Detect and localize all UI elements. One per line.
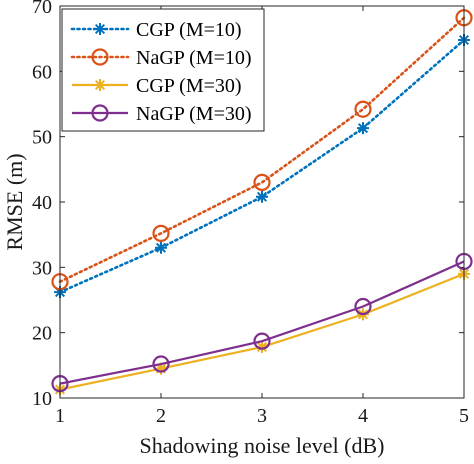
y-tick-label: 50 xyxy=(32,127,52,149)
series-line xyxy=(58,38,466,294)
x-tick-label: 2 xyxy=(156,405,166,427)
y-axis-label: RMSE (m) xyxy=(2,153,27,250)
legend-marker xyxy=(91,48,109,66)
y-tick-label: 20 xyxy=(32,323,52,345)
legend-marker xyxy=(94,23,106,35)
y-tick-label: 10 xyxy=(32,388,52,410)
x-tick-label: 5 xyxy=(459,405,469,427)
series-line xyxy=(58,16,466,284)
x-tick-label: 1 xyxy=(55,405,65,427)
plot-frame xyxy=(59,5,465,399)
legend-marker xyxy=(94,79,106,91)
legend-item: CGP (M=30) xyxy=(72,75,242,97)
legend-item: NaGP (M=10) xyxy=(70,47,252,69)
data-point xyxy=(354,297,372,316)
y-tick-label: 60 xyxy=(32,61,52,83)
data-point xyxy=(152,224,170,242)
data-point xyxy=(256,341,268,354)
data-point xyxy=(253,332,271,350)
data-point xyxy=(253,173,271,191)
y-tick-label: 30 xyxy=(32,257,52,279)
legend-label: CGP (M=10) xyxy=(136,19,242,41)
data-point xyxy=(155,362,167,375)
data-point xyxy=(357,122,369,135)
legend-item: CGP (M=10) xyxy=(70,19,242,41)
tick-labels: 1 2 3 4 5 10 20 30 40 50 60 70 xyxy=(32,0,469,427)
legend-item: NaGP (M=30) xyxy=(72,103,252,125)
series-4 xyxy=(51,252,473,393)
legend-marker xyxy=(91,104,109,122)
data-point xyxy=(354,100,372,118)
series-layer xyxy=(51,9,473,396)
series-line xyxy=(59,260,465,385)
legend: CGP (M=10) NaGP (M=10) CGP (M=30) NaGP (M=3… xyxy=(61,8,265,132)
legend-label: NaGP (M=30) xyxy=(136,103,252,125)
data-point xyxy=(256,190,268,203)
x-axis-label: Shadowing noise level (dB) xyxy=(139,433,384,458)
y-tick-label: 40 xyxy=(32,192,52,214)
data-point xyxy=(155,241,167,254)
legend-label: NaGP (M=10) xyxy=(136,47,252,69)
x-tick-label: 4 xyxy=(358,405,368,427)
legend-label: CGP (M=30) xyxy=(136,75,242,97)
data-point xyxy=(152,355,170,373)
y-tick-label: 70 xyxy=(32,0,52,18)
x-tick-label: 3 xyxy=(257,405,267,427)
